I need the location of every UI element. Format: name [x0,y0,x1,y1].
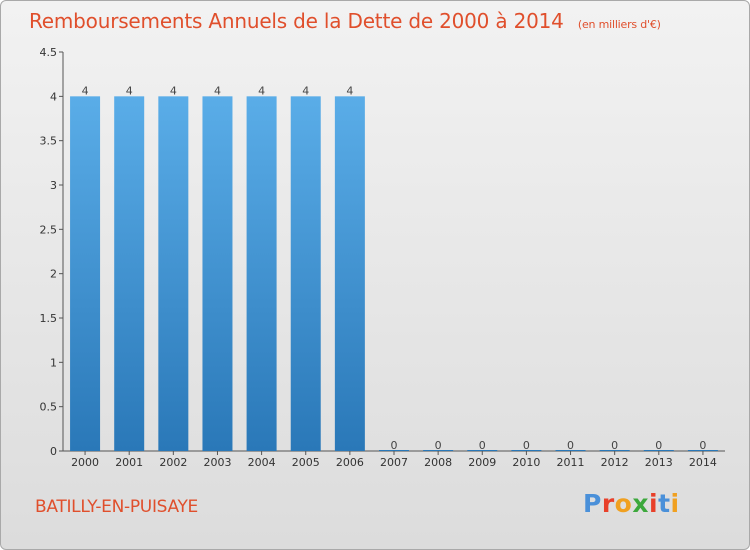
chart-subtitle: (en milliers d'€) [577,18,661,31]
data-label: 4 [170,84,177,97]
bar [290,96,321,451]
y-tick-label: 0.5 [40,401,58,414]
data-label: 4 [126,84,133,97]
data-label: 0 [567,439,574,452]
x-tick-label: 2003 [203,456,231,469]
logo-letter: i [670,489,680,518]
x-tick-label: 2010 [512,456,540,469]
data-label: 4 [258,84,265,97]
data-label: 0 [479,439,486,452]
x-tick-label: 2009 [468,456,496,469]
bar [114,96,145,451]
data-label: 0 [611,439,618,452]
x-tick-label: 2007 [380,456,408,469]
data-label: 0 [699,439,706,452]
x-tick-label: 2013 [645,456,673,469]
y-tick-label: 1.5 [40,312,58,325]
data-label: 4 [302,84,309,97]
y-tick-label: 2 [50,268,57,281]
logo-letter: r [601,489,615,518]
x-tick-label: 2002 [159,456,187,469]
x-tick-label: 2004 [248,456,276,469]
data-label: 0 [655,439,662,452]
data-label: 4 [82,84,89,97]
data-label: 4 [214,84,221,97]
x-tick-label: 2011 [557,456,585,469]
x-tick-label: 2012 [601,456,629,469]
logo-letter: P [583,489,602,518]
x-tick-label: 2006 [336,456,364,469]
chart-title-text: Remboursements Annuels de la Dette de 20… [29,9,564,33]
y-tick-label: 4 [50,90,57,103]
y-tick-label: 2.5 [40,223,58,236]
logo-letter: x [632,489,649,518]
commune-name: BATILLY-EN-PUISAYE [35,497,198,517]
data-label: 4 [346,84,353,97]
x-tick-label: 2008 [424,456,452,469]
data-label: 0 [435,439,442,452]
x-tick-label: 2014 [689,456,717,469]
proxiti-logo: Proxiti [583,489,680,518]
logo-letter: i [649,489,659,518]
chart-title: Remboursements Annuels de la Dette de 20… [29,9,661,33]
y-tick-label: 3.5 [40,135,58,148]
bar [334,96,365,451]
y-tick-label: 1 [50,356,57,369]
x-tick-label: 2001 [115,456,143,469]
bar [246,96,277,451]
y-tick-label: 0 [50,445,57,458]
bar [70,96,101,451]
x-tick-label: 2005 [292,456,320,469]
y-tick-label: 4.5 [40,46,58,59]
data-label: 0 [391,439,398,452]
bar [202,96,233,451]
data-label: 0 [523,439,530,452]
x-tick-label: 2000 [71,456,99,469]
y-tick-label: 3 [50,179,57,192]
logo-letter: o [614,489,633,518]
logo-letter: t [658,489,671,518]
bar [158,96,189,451]
